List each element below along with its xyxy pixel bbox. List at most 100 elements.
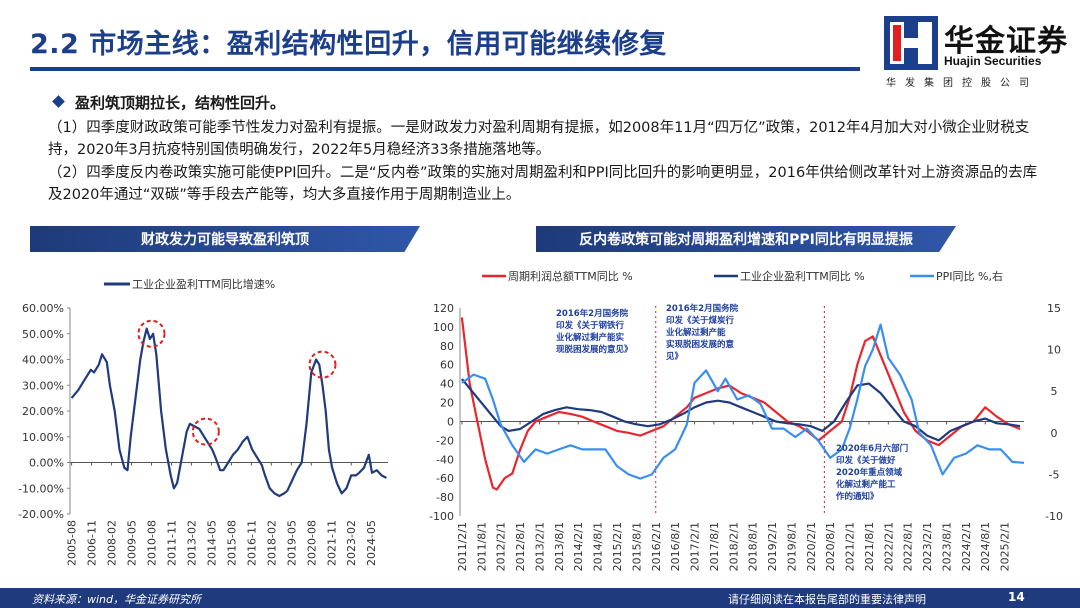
right-chart-right-tick-label: 5 — [1051, 385, 1058, 398]
left-x-tick-label: 2021-11 — [325, 520, 338, 566]
paragraph-anti-involution: （2）四季度反内卷政策实施可能使PPI回升。二是“反内卷”政策的实施对周期盈利和… — [48, 165, 1038, 203]
right-series-line — [461, 323, 1025, 480]
right-x-tick-label: 2024/2/1 — [960, 522, 973, 571]
left-legend-label: 工业企业盈利TTM同比增速% — [132, 277, 275, 291]
right-x-tick-label: 2017/2/1 — [689, 522, 702, 571]
right-series-line — [461, 378, 1021, 442]
right-chart-left-tick-label: -20 — [436, 434, 454, 447]
left-y-tick-label: 30.00% — [22, 379, 64, 392]
left-y-tick-label: 0.00% — [29, 457, 64, 470]
left-x-tick-label: 2023-02 — [345, 520, 358, 566]
right-chart-left-tick-label: -100 — [429, 510, 454, 523]
logo-mark-icon — [884, 16, 938, 70]
left-y-tick-label: -20.00% — [18, 508, 64, 521]
left-x-tick-label: 2013-02 — [185, 520, 198, 566]
left-y-tick-label: -10.00% — [18, 482, 64, 495]
footer-bar — [0, 588, 1080, 608]
annotation-line: 实现脱困发展的意 — [666, 339, 735, 350]
right-x-tick-label: 2017/8/1 — [708, 522, 721, 571]
highlight-circle — [191, 417, 220, 446]
left-x-tick-label: 2009-05 — [126, 520, 139, 566]
annotation-line: 印发《关于煤炭行 — [666, 315, 735, 326]
left-y-tick-label: 20.00% — [22, 405, 64, 418]
right-x-tick-label: 2020/8/1 — [824, 522, 837, 571]
right-chart-title: 反内卷政策可能对周期盈利增速和PPI同比有明显提振 — [536, 226, 956, 252]
right-x-tick-label: 2016/8/1 — [669, 522, 682, 571]
slide-title: 2.2 市场主线：盈利结构性回升，信用可能继续修复 — [30, 29, 667, 60]
left-x-tick-label: 2020-08 — [305, 520, 318, 566]
right-x-tick-label: 2018/8/1 — [747, 522, 760, 571]
annotation-line: 化解过剩产能工 — [836, 479, 896, 490]
right-chart-right-tick-label: 15 — [1047, 302, 1061, 315]
right-chart-left-tick-label: 20 — [440, 397, 454, 410]
right-chart-left-tick-label: 60 — [440, 359, 454, 372]
left-y-tick-label: 10.00% — [22, 431, 64, 444]
annotation-line: 业化解过剩产能实 — [556, 332, 625, 343]
right-chart-right-tick-label: -5 — [1049, 468, 1060, 481]
right-x-tick-label: 2013/8/1 — [553, 522, 566, 571]
left-x-tick-label: 2008-02 — [106, 520, 119, 566]
annotation-line: 印发《关于做好 — [836, 455, 896, 466]
left-x-tick-label: 2019-05 — [285, 520, 298, 566]
left-x-tick-label: 2006-11 — [86, 520, 99, 566]
right-chart-right-tick-label: 0 — [1051, 427, 1058, 440]
highlight-circle — [137, 319, 166, 348]
logo-subtitle: 华发集团控股公司 — [886, 78, 1038, 89]
diamond-bullet-icon — [52, 95, 65, 108]
data-source: 资料来源：wind，华金证券研究所 — [32, 593, 202, 606]
right-x-tick-label: 2024/8/1 — [979, 522, 992, 571]
right-x-tick-label: 2019/8/1 — [785, 522, 798, 571]
right-chart-left-tick-label: 0 — [447, 415, 454, 428]
right-x-tick-label: 2023/2/1 — [921, 522, 934, 571]
right-x-tick-label: 2018/2/1 — [727, 522, 740, 571]
right-x-tick-label: 2012/8/1 — [514, 522, 527, 571]
right-chart-right-tick-label: 10 — [1047, 344, 1061, 357]
annotation-line: 2016年2月国务院 — [666, 303, 739, 314]
key-point: 盈利筑顶期拉长，结构性回升。 — [52, 92, 286, 113]
annotation-line: 2016年2月国务院 — [556, 308, 629, 319]
right-x-tick-label: 2021/8/1 — [863, 522, 876, 571]
right-x-tick-label: 2011/8/1 — [475, 522, 488, 571]
left-y-tick-label: 50.00% — [22, 328, 64, 341]
annotation-line: 2020年6月六部门 — [836, 443, 908, 454]
left-x-tick-label: 2014-05 — [205, 520, 218, 566]
right-legend-label: 工业企业盈利TTM同比 % — [740, 269, 865, 283]
right-chart-left-tick-label: 120 — [433, 302, 454, 315]
annotation-line: 2020年重点领域 — [836, 467, 903, 478]
right-x-tick-label: 2013/2/1 — [533, 522, 546, 571]
legal-disclaimer-link[interactable]: 请仔细阅读在本报告尾部的重要法律声明 — [728, 593, 926, 606]
left-x-tick-label: 2016-11 — [245, 520, 258, 566]
key-point-text: 盈利筑顶期拉长，结构性回升。 — [75, 94, 286, 112]
right-series-line — [460, 317, 1021, 491]
right-x-tick-label: 2025/2/1 — [999, 522, 1012, 571]
right-legend-label: 周期利润总额TTM同比 % — [508, 269, 633, 283]
right-chart-left-tick-label: -80 — [436, 491, 454, 504]
left-x-tick-label: 2010-08 — [145, 520, 158, 566]
left-series-line — [70, 327, 387, 498]
company-logo: 华金证券 Huajin Securities 华发集团控股公司 — [880, 10, 1070, 90]
right-x-tick-label: 2014/8/1 — [592, 522, 605, 571]
left-chart-title: 财政发力可能导致盈利筑顶 — [30, 226, 420, 252]
annotation-line: 现脱困发展的意见》 — [556, 344, 633, 355]
annotation-line: 作的通知》 — [836, 491, 879, 502]
right-x-tick-label: 2015/2/1 — [611, 522, 624, 571]
right-x-tick-label: 2022/2/1 — [882, 522, 895, 571]
annotation-line: 业化解过剩产能 — [666, 327, 726, 338]
right-x-tick-label: 2020/2/1 — [805, 522, 818, 571]
right-x-tick-label: 2019/2/1 — [766, 522, 779, 571]
right-chart-left-tick-label: 40 — [440, 378, 454, 391]
left-y-tick-label: 60.00% — [22, 302, 64, 315]
right-x-tick-label: 2014/2/1 — [572, 522, 585, 571]
right-x-tick-label: 2012/2/1 — [495, 522, 508, 571]
right-legend-label: PPI同比 %,右 — [936, 269, 1003, 283]
right-x-tick-label: 2022/8/1 — [902, 522, 915, 571]
right-chart-left-tick-label: 100 — [433, 321, 454, 334]
paragraph-fiscal: （1）四季度财政政策可能季节性发力对盈利有提振。一是财政发力对盈利周期有提振，如… — [48, 120, 1030, 158]
left-x-tick-label: 2024-05 — [365, 520, 378, 566]
title-divider — [30, 67, 860, 71]
left-y-tick-label: 40.00% — [22, 354, 64, 367]
annotation-line: 印发《关于钢铁行 — [556, 320, 625, 331]
right-x-tick-label: 2021/2/1 — [844, 522, 857, 571]
